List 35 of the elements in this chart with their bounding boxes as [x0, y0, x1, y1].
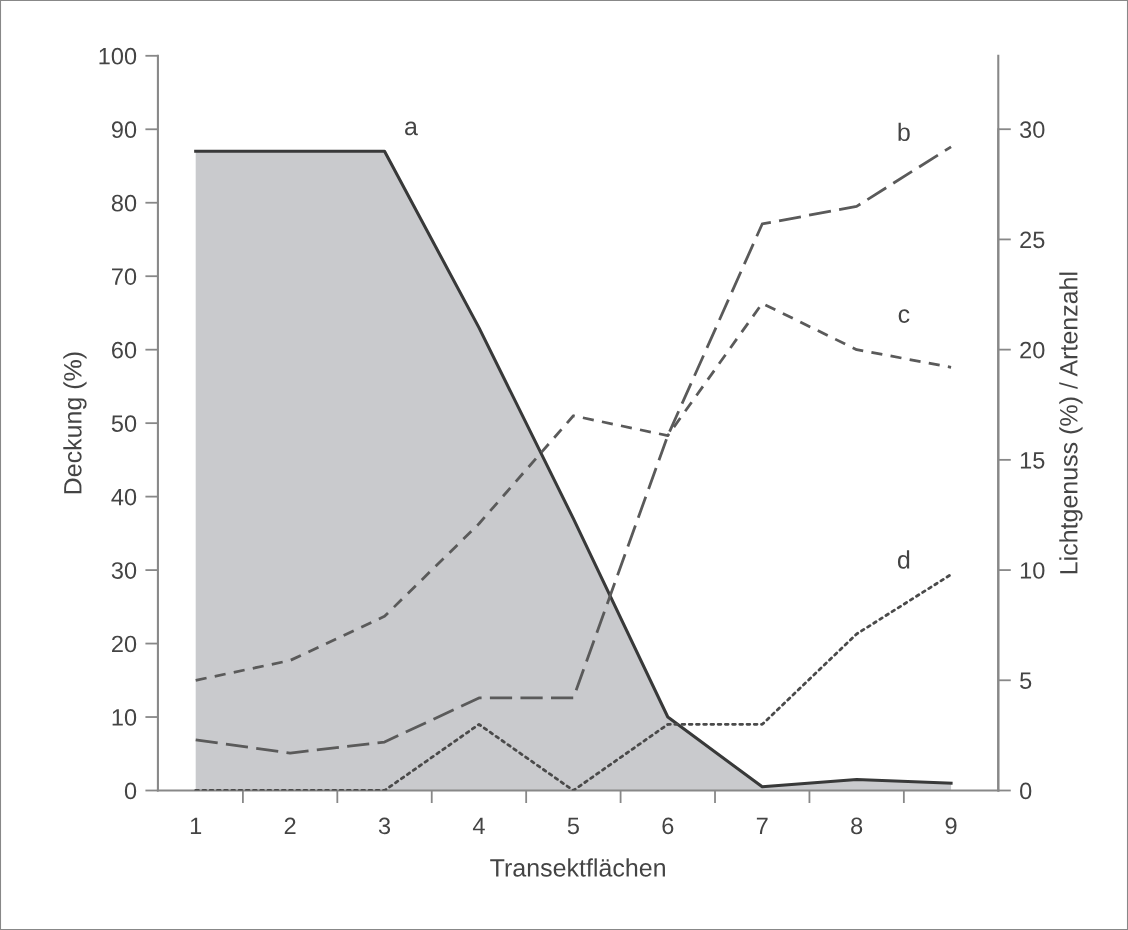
y2-tick-label: 25 [1020, 231, 1045, 249]
x-tick-label: 9 [945, 817, 957, 835]
y2-tick-label: 5 [1020, 672, 1032, 690]
y-tick-label: 100 [99, 47, 137, 65]
series-label: b [898, 122, 910, 142]
y-tick-label: 60 [112, 341, 137, 359]
y-tick-label: 80 [111, 194, 137, 212]
y2-tick-label: 10 [1020, 562, 1045, 579]
x-tick-label: 2 [284, 817, 296, 834]
line-series [194, 573, 953, 791]
x-tick-label: 8 [851, 817, 863, 835]
y2-tick-label: 0 [1020, 782, 1032, 800]
series-label: c [898, 309, 910, 323]
y-tick-label: 40 [111, 488, 137, 506]
x-tick-label: 6 [662, 817, 674, 835]
y-tick-label: 10 [112, 709, 137, 726]
x-tick-label: 3 [378, 817, 391, 835]
y-tick-label: 0 [124, 782, 137, 800]
series-label: a [405, 121, 418, 136]
x-tick-label: 1 [190, 817, 202, 834]
y-tick-label: 70 [112, 268, 137, 285]
y2-tick-label: 30 [1020, 121, 1045, 138]
y2-tick-label: 20 [1020, 341, 1045, 359]
y2-tick-label: 15 [1020, 452, 1045, 469]
y-tick-label: 90 [111, 121, 137, 139]
y2-axis-title: Lichtgenuss (%) / Artenzahl [1059, 272, 1083, 574]
series-label: d [897, 550, 910, 569]
y-axis-title: Deckung (%) [63, 352, 87, 494]
x-tick-label: 5 [567, 817, 579, 835]
x-tick-label: 4 [472, 817, 485, 834]
x-tick-label: 7 [756, 817, 768, 834]
y-tick-label: 20 [112, 635, 137, 653]
y-tick-label: 50 [111, 415, 137, 432]
y-tick-label: 30 [111, 562, 137, 579]
x-axis-title: Transektflächen [490, 858, 665, 877]
